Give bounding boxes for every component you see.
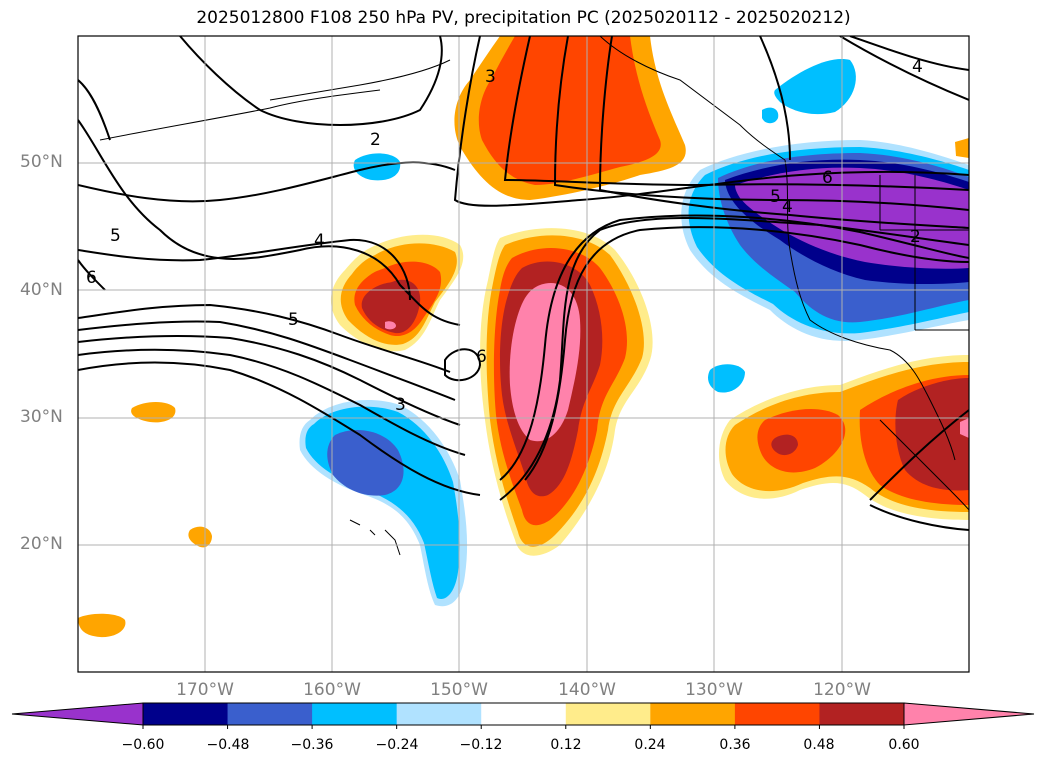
colorbar-segment	[650, 703, 736, 725]
colorbar-tick-label: −0.12	[459, 737, 503, 753]
precip-positive-small-1	[131, 402, 176, 423]
lon-label: 120°W	[813, 680, 871, 700]
map-title: 2025012800 F108 250 hPa PV, precipitatio…	[196, 8, 851, 28]
contour-label: 4	[314, 231, 325, 251]
precip-negative-hawaii	[299, 400, 468, 607]
colorbar-tick-label: 0.60	[888, 737, 920, 753]
lat-label: 30°N	[20, 407, 63, 427]
colorbar-tick-label: 0.24	[634, 737, 666, 753]
colorbar-segment	[143, 703, 229, 725]
precip-negative-alaska	[774, 59, 856, 115]
contour-label: 2	[370, 130, 381, 150]
colorbar-tick-label: 0.36	[719, 737, 751, 753]
colorbar-tick-label: −0.24	[375, 737, 419, 753]
contour-label: 6	[476, 347, 487, 367]
contour-labels: 2 3 4 5 5 6 3 4 5 6 2 4 6	[86, 57, 923, 415]
contour-label: 5	[770, 187, 781, 207]
colorbar-tick-label: −0.48	[206, 737, 250, 753]
map-frame	[77, 35, 970, 673]
colorbar-segment	[565, 703, 651, 725]
precip-negative-alaska-2	[762, 107, 779, 124]
lat-label: 20°N	[20, 534, 63, 554]
contour-label: 5	[288, 310, 299, 330]
contour-label: 4	[912, 57, 923, 77]
colorbar-frame	[142, 702, 905, 726]
pv-contours	[78, 36, 969, 531]
precip-positive-central	[330, 234, 464, 352]
colorbar-segment	[312, 703, 398, 725]
lon-label: 150°W	[430, 680, 488, 700]
precip-positive-tongue	[480, 228, 653, 556]
lon-label: 160°W	[303, 680, 361, 700]
colorbar-extend-low	[11, 702, 144, 726]
contour-label: 3	[395, 395, 406, 415]
contour-label: 6	[86, 268, 97, 288]
colorbar-segment	[734, 703, 820, 725]
contour-label: 5	[110, 226, 121, 246]
colorbar-segment	[396, 703, 482, 725]
precip-positive-small-2	[188, 526, 212, 548]
precip-positive-small-3	[78, 613, 126, 638]
precip-positive-alaska	[454, 36, 686, 200]
contour-label: 6	[822, 168, 833, 188]
colorbar-tick-label: −0.36	[290, 737, 334, 753]
colorbar-tick-label: 0.12	[550, 737, 582, 753]
colorbar-tick-label: 0.48	[803, 737, 835, 753]
colorbar-segment	[227, 703, 313, 725]
lon-label: 140°W	[558, 680, 616, 700]
lat-label: 40°N	[20, 280, 63, 300]
lon-label: 130°W	[685, 680, 743, 700]
colorbar-extend-high	[903, 702, 1035, 726]
colorbar-tick-label: −0.60	[121, 737, 165, 753]
colorbar-segment	[481, 703, 567, 725]
precip-positive-small-4	[955, 138, 969, 158]
colorbar-segment	[819, 703, 905, 725]
precip-negative-northwest	[681, 140, 969, 341]
contour-label: 3	[485, 67, 496, 87]
gridlines	[78, 36, 969, 672]
lon-label: 170°W	[176, 680, 234, 700]
contour-label: 2	[910, 227, 921, 247]
precip-positive-california	[718, 355, 969, 520]
contour-label: 4	[782, 197, 793, 217]
precip-negative-small-2	[707, 364, 745, 393]
lat-label: 50°N	[20, 152, 63, 172]
